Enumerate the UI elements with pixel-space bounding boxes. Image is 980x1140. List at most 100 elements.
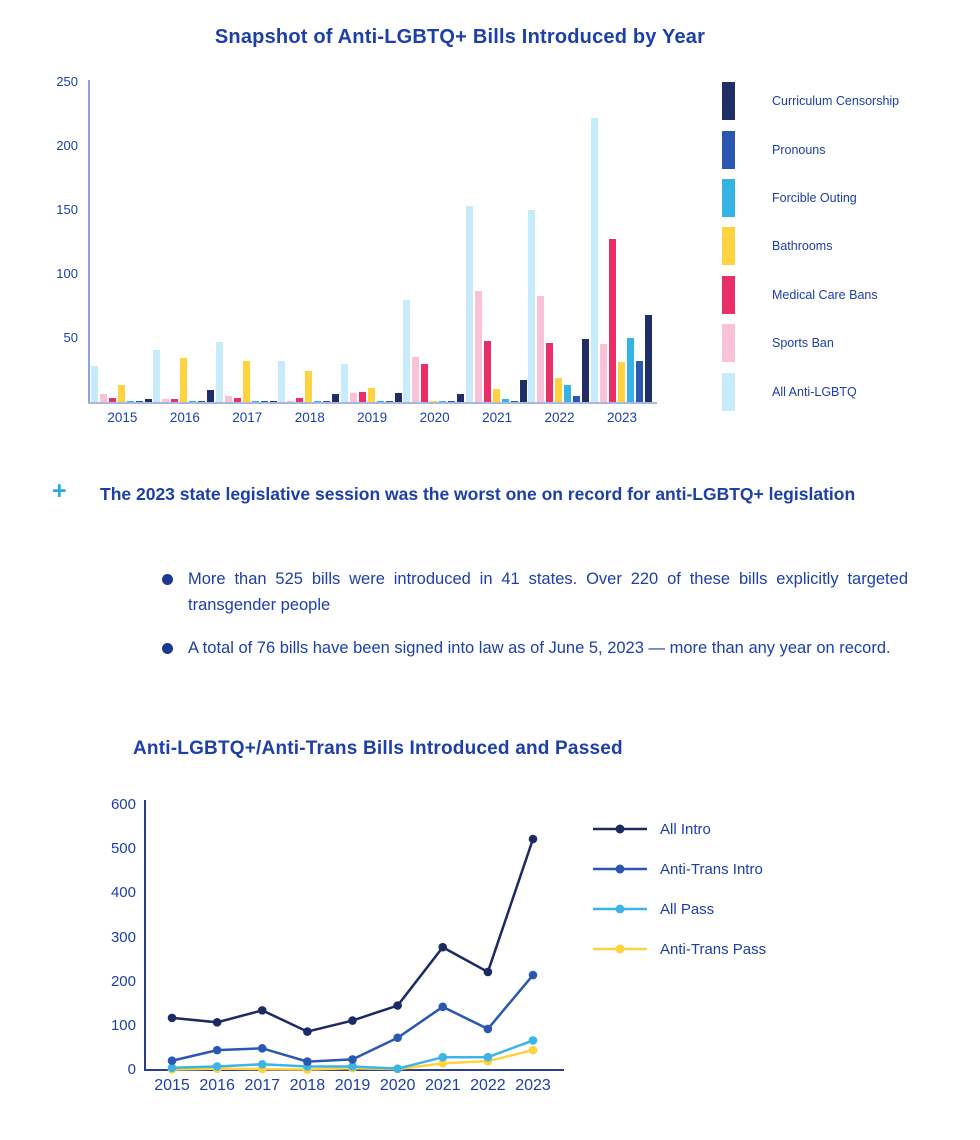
callout-bullet-list: More than 525 bills were introduced in 4…	[160, 567, 908, 680]
bar-forcible-outing-2022	[564, 385, 572, 402]
point-anti-trans-pass-2015	[167, 1065, 177, 1074]
point-all-pass-2017	[257, 1059, 267, 1069]
legend-item: All Pass	[593, 889, 766, 929]
bar-x-label-2018: 2018	[294, 410, 325, 425]
legend-label: Bathrooms	[772, 239, 833, 254]
legend-label: All Anti-LGBTQ	[772, 384, 857, 399]
bar-pronouns-2016	[198, 400, 206, 402]
legend-swatch-bathrooms	[722, 227, 735, 266]
point-anti-trans-pass-2020	[393, 1064, 402, 1074]
line-x-label-2019: 2019	[334, 1077, 371, 1094]
legend-item: Medical Care Bans	[722, 271, 899, 319]
bar-curriculum-censorship-2018	[332, 394, 340, 402]
bar-all-anti-lgbtq-2019	[340, 363, 348, 402]
legend-item: All Anti-LGBTQ	[722, 367, 899, 415]
bar-bathrooms-2023	[617, 362, 625, 402]
point-all-intro-2016	[212, 1018, 222, 1027]
legend-item: All Intro	[593, 809, 766, 849]
point-all-pass-2019	[348, 1062, 357, 1071]
bar-sports-ban-2023	[599, 344, 607, 402]
bar-pronouns-2018	[323, 400, 331, 402]
point-anti-trans-intro-2016	[212, 1045, 222, 1055]
point-all-pass-2016	[212, 1062, 222, 1071]
point-anti-trans-intro-2022	[483, 1024, 493, 1034]
point-all-intro-2022	[483, 967, 493, 977]
bar-chart-legend: Curriculum Censorship Pronouns Forcible …	[722, 77, 899, 416]
point-anti-trans-pass-2017	[257, 1064, 267, 1074]
bar-forcible-outing-2020	[439, 400, 447, 402]
point-anti-trans-pass-2018	[303, 1065, 312, 1074]
point-anti-trans-intro-2020	[393, 1033, 402, 1043]
bar-y-tick-100: 100	[56, 266, 78, 281]
bar-curriculum-censorship-2021	[519, 380, 527, 402]
point-all-intro-2020	[393, 1001, 402, 1010]
bullet-text: A total of 76 bills have been signed int…	[188, 639, 891, 657]
bar-pronouns-2021	[510, 400, 518, 402]
bar-curriculum-censorship-2022	[582, 339, 590, 402]
bar-medical-care-bans-2021	[483, 340, 491, 402]
bar-chart-y-axis	[88, 80, 90, 404]
point-all-intro-2018	[303, 1027, 312, 1036]
bar-pronouns-2015	[135, 400, 143, 402]
legend-label: Pronouns	[772, 142, 826, 157]
bar-x-label-2020: 2020	[419, 410, 450, 425]
bar-all-anti-lgbtq-2023	[590, 117, 598, 402]
bar-sports-ban-2018	[287, 400, 295, 402]
bar-curriculum-censorship-2016	[207, 390, 215, 402]
bar-all-anti-lgbtq-2018	[278, 361, 286, 402]
bar-chart-x-axis	[88, 402, 657, 404]
point-all-pass-2015	[167, 1063, 177, 1073]
point-anti-trans-pass-2023	[528, 1045, 538, 1055]
bar-sports-ban-2019	[349, 393, 357, 402]
bar-forcible-outing-2016	[189, 400, 197, 402]
bar-bathrooms-2015	[117, 385, 125, 402]
legend-label: Anti-Trans Pass	[660, 940, 767, 958]
legend-swatch-all-anti-lgbtq	[722, 372, 735, 411]
point-anti-trans-pass-2021	[438, 1059, 448, 1068]
legend-label: Anti-Trans Intro	[660, 860, 763, 878]
bar-sports-ban-2020	[412, 357, 420, 402]
legend-item: Anti-Trans Intro	[593, 849, 766, 889]
point-anti-trans-intro-2018	[303, 1057, 312, 1066]
bar-x-label-2023: 2023	[606, 410, 638, 425]
line-y-tick-400: 400	[110, 884, 136, 902]
bar-chart: 50 100 150 200 250 2015 2016 2017 2018 2019 2020 20…	[0, 0, 980, 460]
bar-curriculum-censorship-2020	[457, 394, 465, 402]
line-x-label-2020: 2020	[379, 1077, 416, 1094]
bar-medical-care-bans-2019	[358, 391, 366, 402]
point-all-intro-2015	[167, 1013, 177, 1023]
bar-pronouns-2019	[385, 400, 393, 402]
bar-forcible-outing-2015	[126, 400, 134, 402]
bar-curriculum-censorship-2017	[269, 400, 277, 402]
bar-medical-care-bans-2020	[421, 363, 429, 402]
bar-sports-ban-2022	[537, 295, 545, 402]
legend-swatch-curriculum-censorship	[722, 82, 735, 121]
point-anti-trans-intro-2017	[257, 1044, 267, 1053]
line-x-label-2018: 2018	[289, 1077, 326, 1094]
bar-medical-care-bans-2016	[171, 399, 179, 402]
bar-y-tick-250: 250	[56, 74, 78, 89]
bullet-text: More than 525 bills were introduced in 4…	[188, 570, 908, 614]
bar-x-label-2017: 2017	[232, 410, 263, 425]
bar-all-anti-lgbtq-2016	[153, 349, 161, 402]
bar-medical-care-bans-2018	[296, 398, 304, 402]
bar-medical-care-bans-2015	[108, 398, 116, 402]
legend-label: All Intro	[660, 820, 711, 838]
legend-line-swatch-all-pass	[593, 904, 647, 914]
point-all-pass-2021	[438, 1052, 448, 1062]
bar-forcible-outing-2017	[251, 400, 259, 402]
bar-medical-care-bans-2022	[546, 343, 554, 402]
bar-sports-ban-2021	[474, 290, 482, 402]
bar-x-label-2016: 2016	[169, 410, 200, 425]
callout-heading: The 2023 state legislative session was t…	[100, 484, 856, 504]
bar-x-label-2022: 2022	[544, 410, 575, 425]
bar-pronouns-2017	[260, 400, 268, 402]
legend-item: Forcible Outing	[722, 174, 899, 222]
bar-sports-ban-2017	[224, 395, 232, 402]
point-anti-trans-intro-2019	[348, 1055, 357, 1064]
line-y-tick-0: 0	[127, 1061, 136, 1078]
bar-curriculum-censorship-2023	[644, 314, 652, 402]
bar-bathrooms-2018	[305, 371, 313, 402]
line-anti-trans-intro	[171, 974, 534, 1063]
bar-bathrooms-2016	[180, 358, 188, 402]
